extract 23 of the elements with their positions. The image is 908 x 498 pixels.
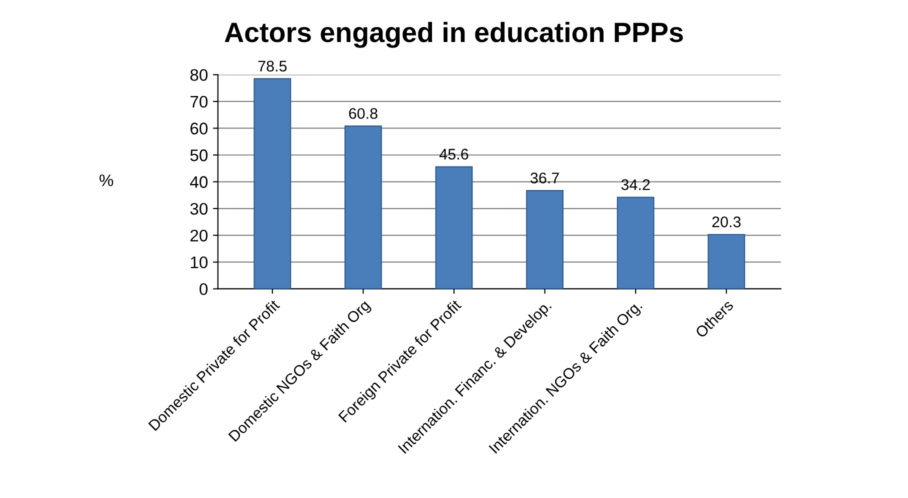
data-label: 45.6 [439,148,468,160]
bar [526,190,564,289]
data-label: 36.7 [530,172,559,184]
bar [254,78,292,289]
y-tick-label: 40 [190,176,208,188]
y-tick-label: 30 [190,202,208,215]
bar [616,196,654,289]
bar [435,166,473,289]
data-label: 20.3 [712,216,741,228]
y-tick-label: 20 [190,230,208,242]
data-label: 60.8 [349,108,378,119]
data-label: 78.5 [258,60,287,72]
bar [708,234,746,289]
y-tick-label: 50 [190,149,208,162]
y-tick-label: 80 [190,69,208,81]
y-axis-title: % [100,174,114,186]
y-tick-label: 10 [190,256,208,268]
bar [344,126,382,289]
y-tick-label: 70 [190,96,208,108]
data-label: 34.2 [621,179,650,190]
y-tick-label: 0 [200,283,208,296]
y-tick-label: 60 [190,122,208,134]
chart-title: Actors engaged in education PPPs [224,22,683,48]
